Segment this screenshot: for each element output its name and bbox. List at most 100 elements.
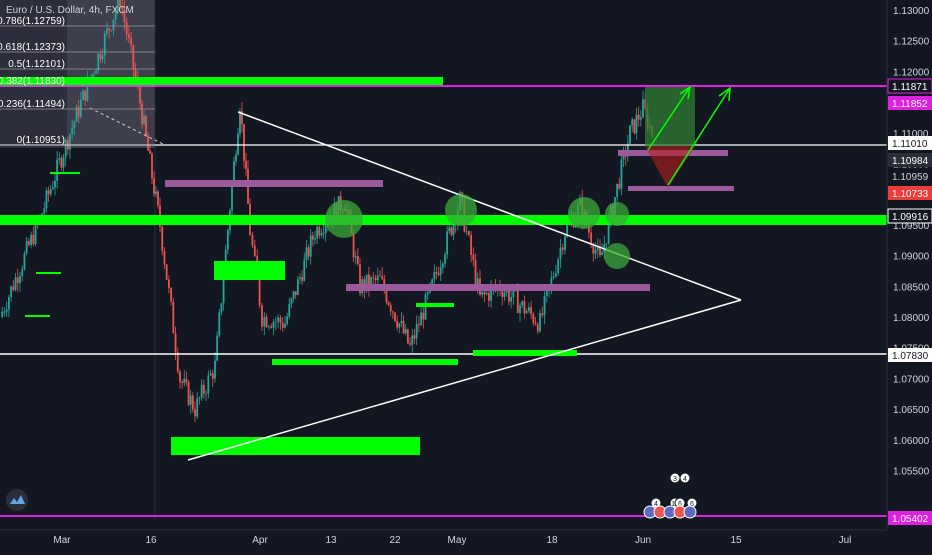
candle-body: [387, 302, 390, 305]
breakout-zone[interactable]: [0, 215, 887, 225]
candle-body: [12, 286, 15, 290]
candle-body: [555, 273, 557, 277]
candle-body: [82, 90, 84, 100]
resistance-zone-top[interactable]: [0, 77, 443, 86]
candle-body: [62, 157, 65, 168]
touch-circle-5[interactable]: [604, 243, 630, 269]
time-axis[interactable]: Mar 16 Apr 13 22 May 18 Jun 15 Jul: [53, 535, 851, 546]
time-axis-label: Mar: [53, 535, 71, 546]
candle-body: [637, 114, 640, 120]
candle-body: [139, 85, 141, 104]
candle-body: [127, 34, 130, 38]
triangle-lower-line[interactable]: [187, 299, 742, 461]
candle-body: [365, 274, 368, 291]
candle-body: [512, 289, 515, 298]
price-badge[interactable]: 1.05402: [888, 511, 932, 525]
green-zone-3[interactable]: [272, 359, 458, 365]
price-badge[interactable]: 1.11852: [888, 96, 932, 110]
touch-circle-1[interactable]: [325, 200, 363, 238]
candle-body: [77, 106, 80, 117]
time-axis-label: 18: [546, 535, 558, 546]
long-position-stop[interactable]: [645, 146, 695, 188]
candle-body: [422, 312, 425, 320]
green-zone-1[interactable]: [214, 261, 285, 280]
candle-body: [64, 139, 67, 158]
tradingview-logo[interactable]: [6, 489, 28, 511]
touch-circle-4[interactable]: [605, 202, 629, 226]
time-axis-label: 22: [389, 535, 401, 546]
candle-body: [552, 276, 555, 278]
candle-body: [470, 234, 473, 255]
candle-body: [541, 313, 544, 316]
candle-body: [519, 305, 521, 314]
price-badge[interactable]: 1.11010: [888, 136, 932, 150]
green-zone-4[interactable]: [473, 350, 577, 356]
candle-body: [73, 121, 76, 128]
triangle-upper-line[interactable]: [237, 111, 742, 301]
candle-body: [288, 303, 291, 317]
candle-body: [305, 247, 308, 260]
candle-body: [245, 160, 247, 169]
candle-body: [60, 158, 63, 168]
candle-body: [523, 301, 526, 314]
candle-body: [385, 290, 388, 303]
candle-body: [566, 224, 569, 237]
event-badge-label: 3: [673, 476, 677, 483]
price-tick-label: 1.08000: [893, 313, 930, 324]
event-badge[interactable]: 4: [679, 472, 691, 484]
candle-body: [75, 106, 78, 122]
price-badge[interactable]: 1.07830: [888, 348, 932, 362]
candle-body: [472, 254, 475, 261]
candle-body: [261, 305, 263, 327]
candle-body: [69, 134, 71, 150]
candle-body: [196, 398, 199, 417]
price-badges: 1.11871 1.11852 1.11010 1.10984 1.10959 1.107…: [887, 78, 932, 525]
projection-arrows[interactable]: [647, 85, 731, 186]
candle-body: [132, 45, 135, 69]
candle-body: [121, 5, 124, 10]
candle-body: [86, 78, 89, 101]
price-badge[interactable]: 1.10984: [888, 153, 932, 167]
green-zone-5[interactable]: [416, 303, 454, 307]
purple-zone-1[interactable]: [165, 180, 383, 187]
price-tick-label: 1.09000: [893, 252, 930, 263]
candle-body: [372, 277, 375, 279]
candle-body: [79, 99, 82, 117]
touch-circle-3[interactable]: [568, 197, 600, 229]
candle-body: [14, 277, 17, 290]
purple-zone-4[interactable]: [628, 186, 734, 191]
candle-body: [272, 321, 275, 328]
candle-body: [635, 114, 638, 134]
candle-body: [241, 110, 243, 125]
purple-zone-2[interactable]: [346, 284, 650, 291]
candle-body: [286, 316, 289, 324]
candle-body: [181, 381, 184, 383]
candle-body: [119, 0, 121, 6]
candle-body: [487, 292, 490, 301]
green-zone-2[interactable]: [171, 437, 420, 455]
price-badge[interactable]: 1.10733: [888, 186, 932, 200]
candle-body: [374, 277, 377, 281]
candle-body: [153, 178, 155, 194]
event-flag-icon[interactable]: [683, 505, 697, 519]
candle-body: [172, 301, 175, 334]
candle-body: [130, 37, 133, 46]
price-badge[interactable]: 1.11871: [887, 78, 932, 94]
candle-body: [174, 333, 177, 353]
candle-body: [176, 352, 179, 372]
candle-body: [23, 253, 26, 270]
fib-level-label: 0.618(1.12373): [0, 42, 65, 53]
candle-body: [485, 292, 488, 295]
candle-body: [231, 184, 233, 211]
event-badges-group[interactable]: 3441066: [643, 472, 698, 519]
price-badge[interactable]: 1.10959: [888, 169, 932, 183]
event-badge[interactable]: 3: [669, 472, 681, 484]
candle-body: [467, 231, 470, 235]
touch-circle-2[interactable]: [445, 194, 477, 226]
candle-body: [147, 135, 149, 151]
candle-body: [534, 322, 537, 325]
fib-level-label: 0.786(1.12759): [0, 16, 65, 27]
price-badge[interactable]: 1.09916: [887, 208, 932, 224]
